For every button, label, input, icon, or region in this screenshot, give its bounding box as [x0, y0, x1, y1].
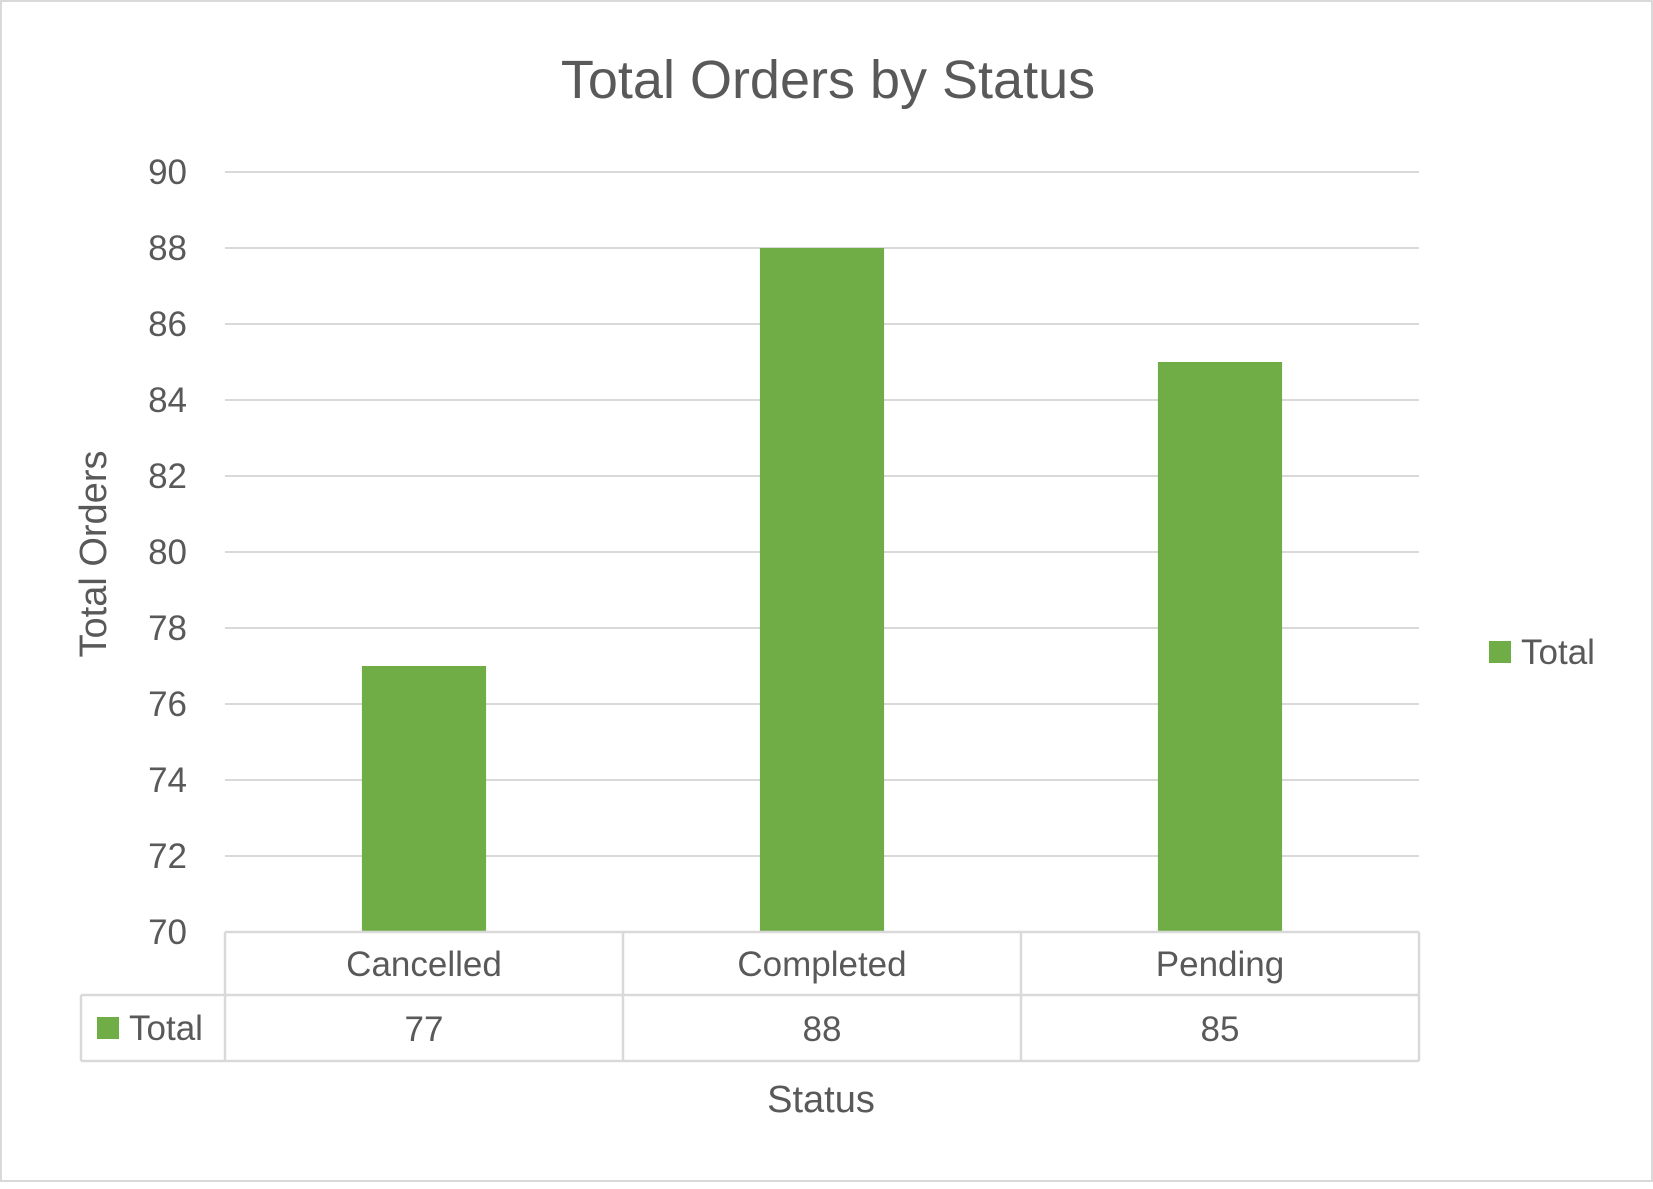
bar-completed	[759, 248, 885, 932]
data-label: 88	[803, 1010, 842, 1049]
legend: Total	[1489, 633, 1595, 672]
y-axis-ticks: 70 72 74 76 78 80 82 84 86 88 90	[148, 153, 187, 952]
x-tick-label: Pending	[1156, 945, 1284, 984]
y-tick-label: 70	[148, 913, 187, 952]
table-legend-key	[97, 1017, 119, 1039]
y-tick-label: 78	[148, 609, 187, 648]
bar-pending	[1157, 362, 1283, 932]
data-label: 85	[1201, 1010, 1240, 1049]
y-tick-label: 76	[148, 685, 187, 724]
x-axis-title: Status	[767, 1079, 875, 1121]
y-tick-label: 88	[148, 229, 187, 268]
data-table: Cancelled Completed Pending Total 77 88 85	[79, 930, 1421, 1063]
y-axis-title: Total Orders	[73, 451, 115, 658]
y-tick-label: 74	[148, 761, 187, 800]
chart-title: Total Orders by Status	[561, 50, 1095, 110]
y-tick-label: 80	[148, 533, 187, 572]
legend-swatch-total	[1489, 641, 1511, 663]
bar-cancelled	[361, 666, 487, 932]
y-tick-label: 72	[148, 837, 187, 876]
x-tick-label: Completed	[737, 945, 906, 984]
y-tick-label: 82	[148, 457, 187, 496]
legend-label-total: Total	[1521, 633, 1595, 672]
table-series-name: Total	[129, 1009, 203, 1048]
bars	[361, 248, 1283, 932]
x-tick-label: Cancelled	[346, 945, 502, 984]
y-tick-label: 84	[148, 381, 187, 420]
data-label: 77	[405, 1010, 444, 1049]
y-tick-label: 86	[148, 305, 187, 344]
y-tick-label: 90	[148, 153, 187, 192]
